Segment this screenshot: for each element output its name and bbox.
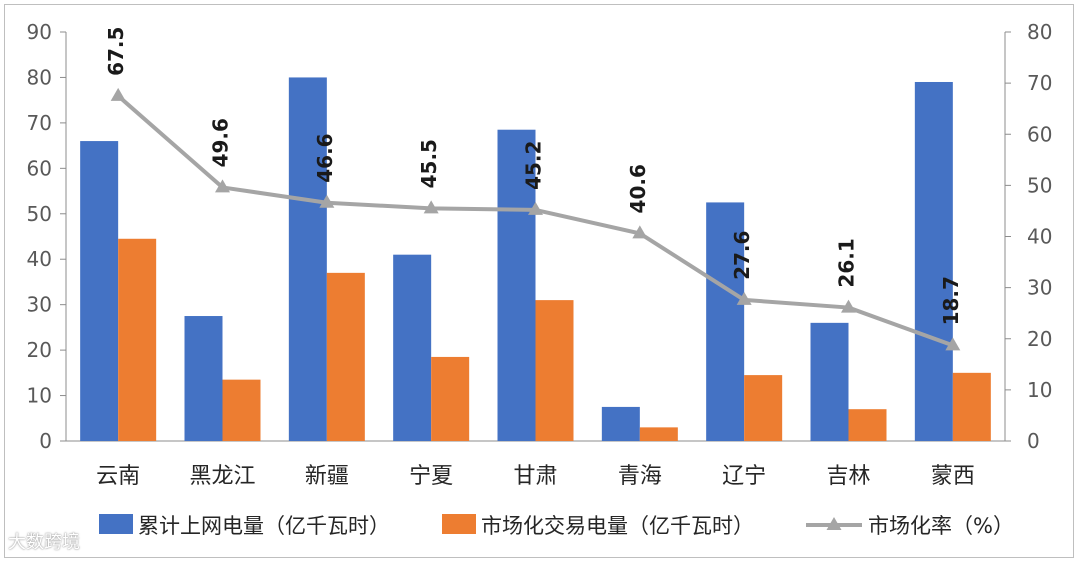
legend-label-market-trade: 市场化交易电量（亿千瓦时）: [481, 514, 754, 538]
category-label: 云南: [96, 464, 140, 489]
bar-market-trade: [744, 375, 783, 441]
market-rate-point: [319, 194, 335, 208]
legend-swatch-grid-energy: [99, 514, 133, 534]
combo-chart: 0 10 20 30 40 50 60 70 80 90 0 10 20 30 40 50 60 70 80 云南 黑龙…: [27, 20, 1053, 538]
right-tick-label: 20: [1027, 327, 1052, 351]
bar-grid-energy: [601, 406, 640, 441]
market-rate-data-label: 40.6: [626, 164, 650, 213]
right-tick-label: 30: [1027, 276, 1052, 300]
market-rate-point: [736, 291, 752, 305]
bar-market-trade: [952, 372, 991, 441]
left-tick-label: 0: [39, 429, 52, 453]
left-tick-label: 40: [27, 247, 52, 271]
right-tick-label: 10: [1027, 378, 1052, 402]
left-tick-label: 70: [27, 111, 52, 135]
category-label: 黑龙江: [189, 464, 255, 489]
left-tick-label: 80: [27, 65, 52, 89]
right-tick-label: 80: [1027, 20, 1052, 44]
bar-market-trade: [848, 409, 887, 441]
right-tick-label: 60: [1027, 122, 1052, 146]
right-tick-label: 70: [1027, 71, 1052, 95]
left-tick-label: 90: [27, 20, 52, 44]
category-label: 辽宁: [722, 464, 766, 489]
bar-grid-energy: [706, 202, 745, 441]
category-label: 甘肃: [513, 464, 557, 489]
bar-grid-energy: [497, 129, 536, 441]
legend-swatch-market-trade: [442, 514, 476, 534]
bar-market-trade: [326, 272, 365, 441]
bar-market-trade: [535, 300, 574, 441]
left-tick-label: 30: [27, 293, 52, 317]
watermark: 大数跨境: [8, 532, 80, 553]
left-tick-label: 20: [27, 338, 52, 362]
market-rate-point: [945, 337, 961, 351]
legend-label-grid-energy: 累计上网电量（亿千瓦时）: [138, 514, 390, 538]
bar-grid-energy: [288, 77, 327, 441]
bar-market-trade: [118, 238, 157, 441]
legend-marker-market-rate: [826, 517, 842, 530]
bar-market-trade: [431, 356, 470, 441]
category-label: 新疆: [305, 464, 349, 489]
market-rate-point: [110, 87, 126, 101]
market-rate-data-label: 18.7: [939, 276, 963, 325]
market-rate-data-label: 45.2: [522, 141, 546, 190]
category-label: 青海: [618, 464, 662, 489]
bar-grid-energy: [810, 322, 849, 441]
bar-market-trade: [639, 427, 678, 441]
right-tick-label: 50: [1027, 173, 1052, 197]
market-rate-data-label: 26.1: [835, 238, 859, 287]
market-rate-point: [841, 299, 856, 313]
legend-label-market-rate: 市场化率（%）: [868, 514, 1014, 538]
chart-frame: 0 10 20 30 40 50 60 70 80 90 0 10 20 30 40 50 60 70 80 云南 黑龙…: [4, 4, 1074, 558]
market-rate-data-label: 46.6: [313, 133, 337, 182]
bar-grid-energy: [914, 81, 953, 441]
market-rate-data-label: 67.5: [104, 27, 128, 76]
market-rate-data-label: 27.6: [730, 231, 754, 280]
category-label: 蒙西: [931, 464, 975, 489]
market-rate-point: [215, 179, 230, 193]
bar-grid-energy: [80, 141, 119, 442]
bar-grid-energy: [393, 254, 432, 441]
market-rate-point: [632, 225, 648, 239]
market-rate-point: [528, 201, 543, 215]
market-rate-data-label: 45.5: [417, 139, 441, 188]
category-label: 宁夏: [409, 464, 453, 489]
right-tick-label: 40: [1027, 225, 1052, 249]
bar-grid-energy: [184, 316, 223, 441]
left-tick-label: 60: [27, 156, 52, 180]
category-label: 吉林: [826, 464, 870, 489]
bar-market-trade: [222, 379, 261, 441]
right-tick-label: 0: [1027, 429, 1040, 453]
market-rate-data-label: 49.6: [209, 118, 233, 167]
left-tick-label: 10: [27, 384, 52, 408]
market-rate-point: [423, 200, 439, 214]
left-tick-label: 50: [27, 202, 52, 226]
